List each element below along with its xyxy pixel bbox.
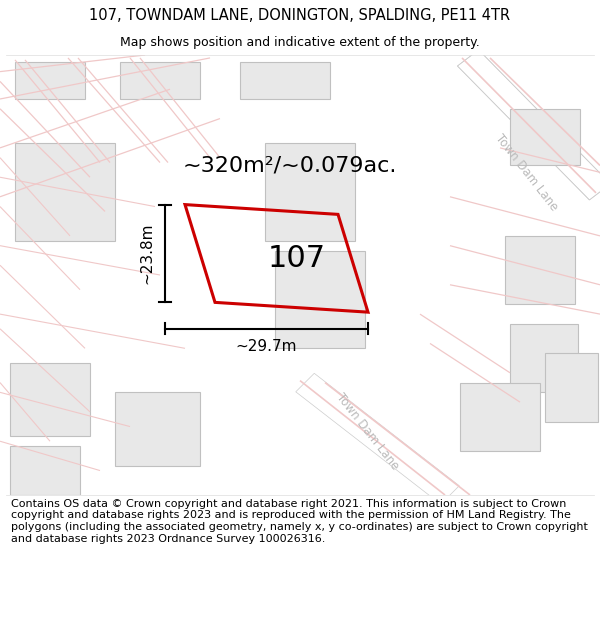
Polygon shape <box>115 392 200 466</box>
Text: ~23.8m: ~23.8m <box>139 222 155 284</box>
Polygon shape <box>240 62 330 99</box>
Polygon shape <box>510 109 580 166</box>
Polygon shape <box>265 143 355 241</box>
Text: 107, TOWNDAM LANE, DONINGTON, SPALDING, PE11 4TR: 107, TOWNDAM LANE, DONINGTON, SPALDING, … <box>89 8 511 23</box>
Polygon shape <box>296 373 459 504</box>
Polygon shape <box>505 236 575 304</box>
Polygon shape <box>10 363 90 436</box>
Polygon shape <box>15 143 115 241</box>
Polygon shape <box>510 324 578 392</box>
Polygon shape <box>15 62 85 99</box>
Polygon shape <box>275 251 365 348</box>
Polygon shape <box>545 353 598 422</box>
Text: ~320m²/~0.079ac.: ~320m²/~0.079ac. <box>183 156 397 176</box>
Text: 107: 107 <box>268 244 326 273</box>
Polygon shape <box>457 50 600 200</box>
Polygon shape <box>120 62 200 99</box>
Polygon shape <box>10 446 80 495</box>
Text: Contains OS data © Crown copyright and database right 2021. This information is : Contains OS data © Crown copyright and d… <box>11 499 587 544</box>
Polygon shape <box>460 382 540 451</box>
Text: Town Dam Lane: Town Dam Lane <box>334 391 402 472</box>
Text: Map shows position and indicative extent of the property.: Map shows position and indicative extent… <box>120 36 480 49</box>
Text: ~29.7m: ~29.7m <box>236 339 297 354</box>
Text: Town Dam Lane: Town Dam Lane <box>493 131 561 213</box>
